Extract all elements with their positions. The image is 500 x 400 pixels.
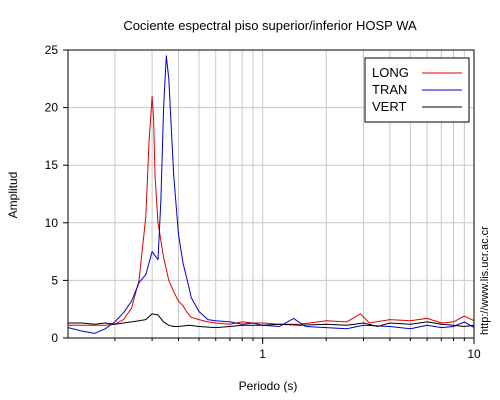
x-tick-label: 10: [467, 347, 481, 361]
x-tick-label: 1: [259, 347, 266, 361]
legend-label-long: LONG: [372, 65, 409, 80]
series-line-vert: [68, 313, 474, 329]
legend: LONG TRAN VERT: [364, 57, 470, 123]
watermark-url: http://www.lis.ucr.ac.cr: [479, 226, 491, 335]
series-line-tran: [68, 55, 474, 334]
y-tick-label: 10: [45, 216, 59, 230]
plot-frame: [67, 49, 475, 339]
x-axis-label: Periodo (s): [239, 379, 298, 393]
axes: 0 5 10 15 20 25 1 10: [45, 43, 481, 361]
y-tick-label: 5: [51, 273, 58, 287]
series-line-long: [68, 95, 474, 326]
series-lines: [68, 55, 474, 334]
chart-title: Cociente espectral piso superior/inferio…: [123, 18, 417, 33]
y-tick-label: 20: [45, 101, 59, 115]
y-tick-label: 0: [51, 331, 58, 345]
y-axis-label: Amplitud: [6, 172, 20, 219]
y-tick-label: 25: [45, 43, 59, 57]
legend-label-tran: TRAN: [372, 82, 407, 97]
legend-label-vert: VERT: [372, 99, 406, 114]
y-tick-label: 15: [45, 158, 59, 172]
